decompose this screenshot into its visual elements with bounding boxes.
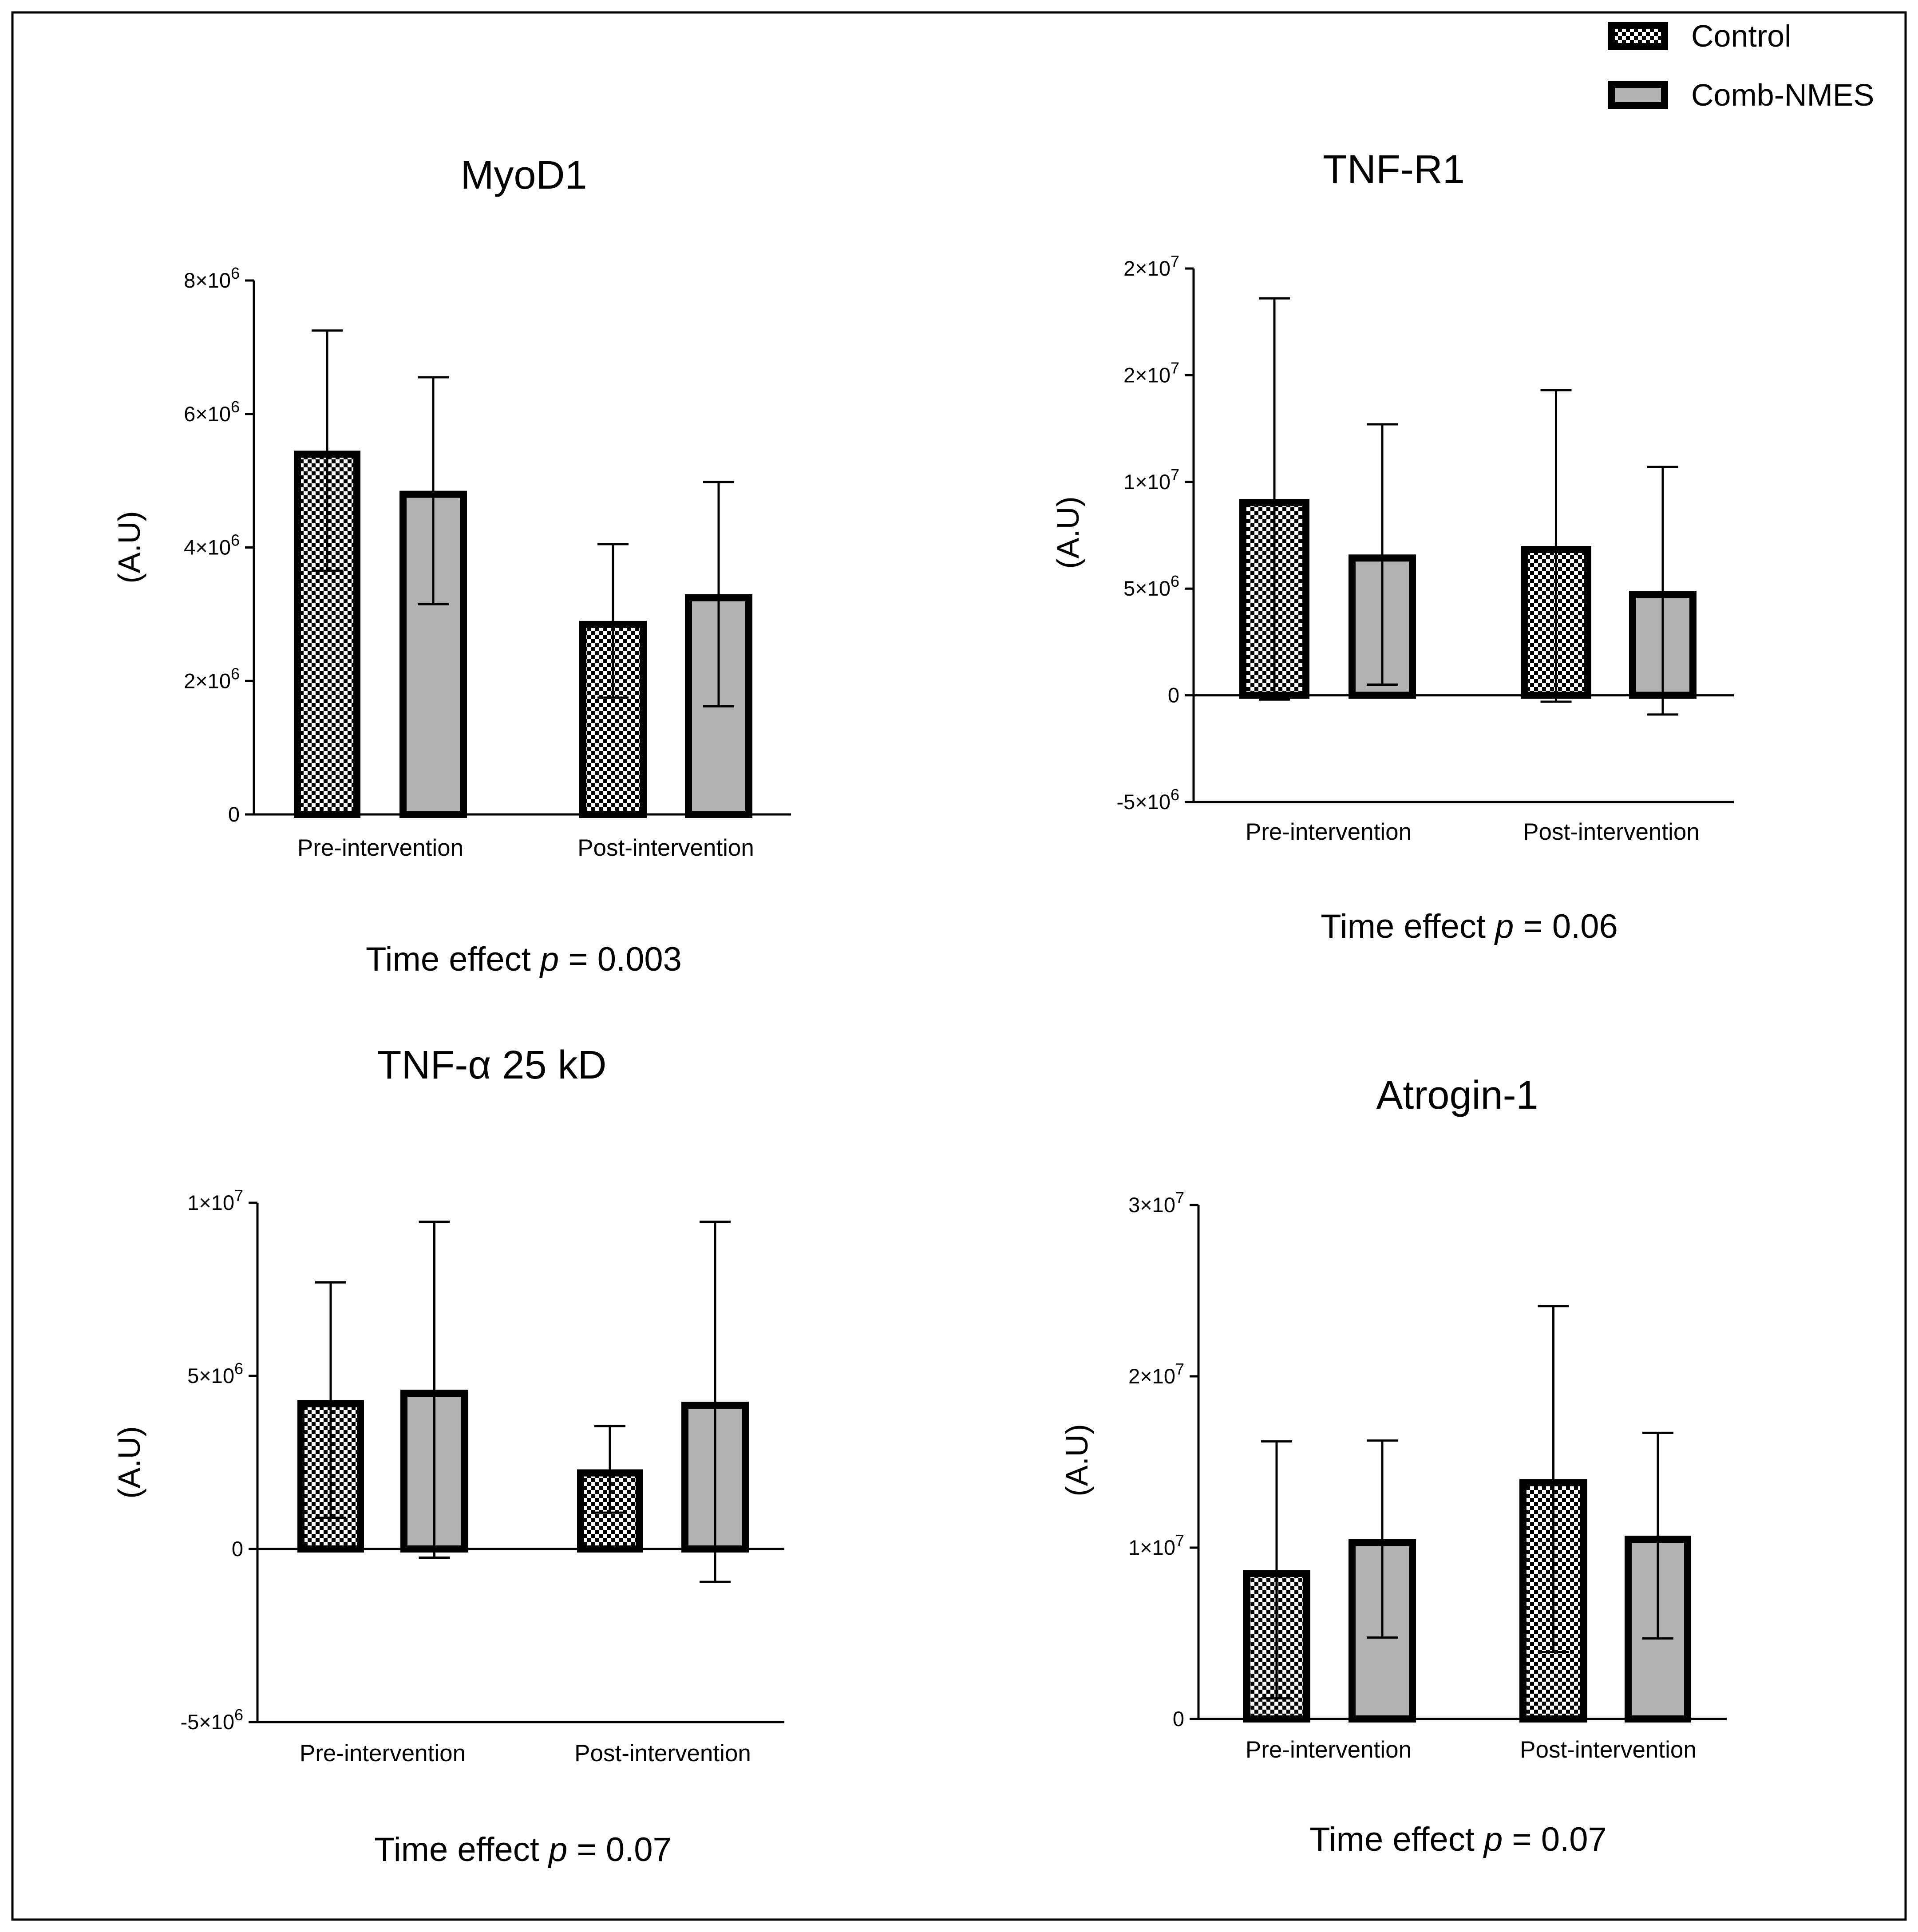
- legend-label-comb-nmes: Comb-NMES: [1691, 78, 1874, 112]
- chart-panel-myod1: MyoD1 (A.U) 0 2×106 4×106 6×106 8×106 Pre-inter…: [112, 153, 791, 978]
- x-category-label: Post-intervention: [1523, 819, 1700, 845]
- x-category-label: Pre-intervention: [297, 835, 463, 861]
- legend-swatch-control: [1611, 25, 1665, 47]
- time-effect-note: Time effect p = 0.07: [1309, 1821, 1607, 1858]
- chart-panel-tnf-r1: TNF-R1 (A.U) -5×106 0 5×106 1×107 2×107 2×107 Pr…: [1051, 147, 1734, 945]
- y-tick-label: 0: [1173, 1707, 1184, 1731]
- figure-frame: [12, 12, 1906, 1920]
- y-tick-label: 0: [1168, 684, 1179, 707]
- x-category-label: Pre-intervention: [1246, 1737, 1412, 1763]
- y-tick-label: 6×106: [184, 398, 240, 426]
- x-category-label: Post-intervention: [577, 835, 754, 861]
- x-category-label: Pre-intervention: [1246, 819, 1412, 845]
- legend-swatch-comb-nmes: [1611, 84, 1665, 106]
- x-category-label: Post-intervention: [574, 1740, 751, 1766]
- chart-panel-atrogin-1: Atrogin-1 (A.U) 0 1×107 2×107 3×107 Pre-interv…: [1060, 1073, 1727, 1858]
- y-tick-label: 2×107: [1128, 1360, 1184, 1388]
- y-tick-label: 3×107: [1128, 1189, 1184, 1217]
- y-tick-label: 5×106: [1123, 572, 1179, 600]
- y-tick-label: 4×106: [184, 531, 240, 559]
- legend: Control Comb-NMES: [1611, 19, 1874, 112]
- y-tick-label: 2×107: [1123, 359, 1179, 387]
- y-tick-label: 1×107: [1128, 1531, 1184, 1559]
- y-axis-label: (A.U): [1051, 496, 1085, 569]
- y-tick-label: 0: [232, 1537, 243, 1561]
- y-tick-label: 2×106: [184, 664, 240, 692]
- y-tick-label: 0: [228, 802, 240, 826]
- chart-title: TNF-R1: [1323, 147, 1465, 192]
- y-tick-label: 2×107: [1123, 252, 1179, 280]
- y-tick-label: -5×106: [1116, 786, 1179, 814]
- y-tick-label: 8×106: [184, 264, 240, 292]
- y-tick-label: 1×107: [187, 1186, 243, 1214]
- legend-label-control: Control: [1691, 19, 1791, 53]
- chart-title: Atrogin-1: [1376, 1073, 1538, 1118]
- y-tick-label: -5×106: [180, 1706, 243, 1734]
- time-effect-note: Time effect p = 0.003: [366, 940, 682, 978]
- time-effect-note: Time effect p = 0.06: [1321, 908, 1618, 945]
- chart-title: TNF-α 25 kD: [377, 1043, 606, 1087]
- y-axis-label: (A.U): [112, 1426, 146, 1498]
- y-tick-label: 1×107: [1123, 466, 1179, 494]
- x-category-label: Post-intervention: [1520, 1737, 1697, 1763]
- y-axis-label: (A.U): [1060, 1424, 1094, 1496]
- time-effect-note: Time effect p = 0.07: [374, 1831, 672, 1869]
- chart-title: MyoD1: [460, 153, 587, 198]
- x-category-label: Pre-intervention: [300, 1740, 466, 1766]
- y-tick-label: 5×106: [187, 1359, 243, 1387]
- y-axis-label: (A.U): [112, 511, 146, 583]
- chart-panel-tnf-alpha: TNF-α 25 kD (A.U) -5×106 0 5×106 1×107 Pre-int…: [112, 1043, 784, 1869]
- figure: Control Comb-NMES MyoD1 (A.U) 0 2×106 4×106 6…: [0, 0, 1918, 1932]
